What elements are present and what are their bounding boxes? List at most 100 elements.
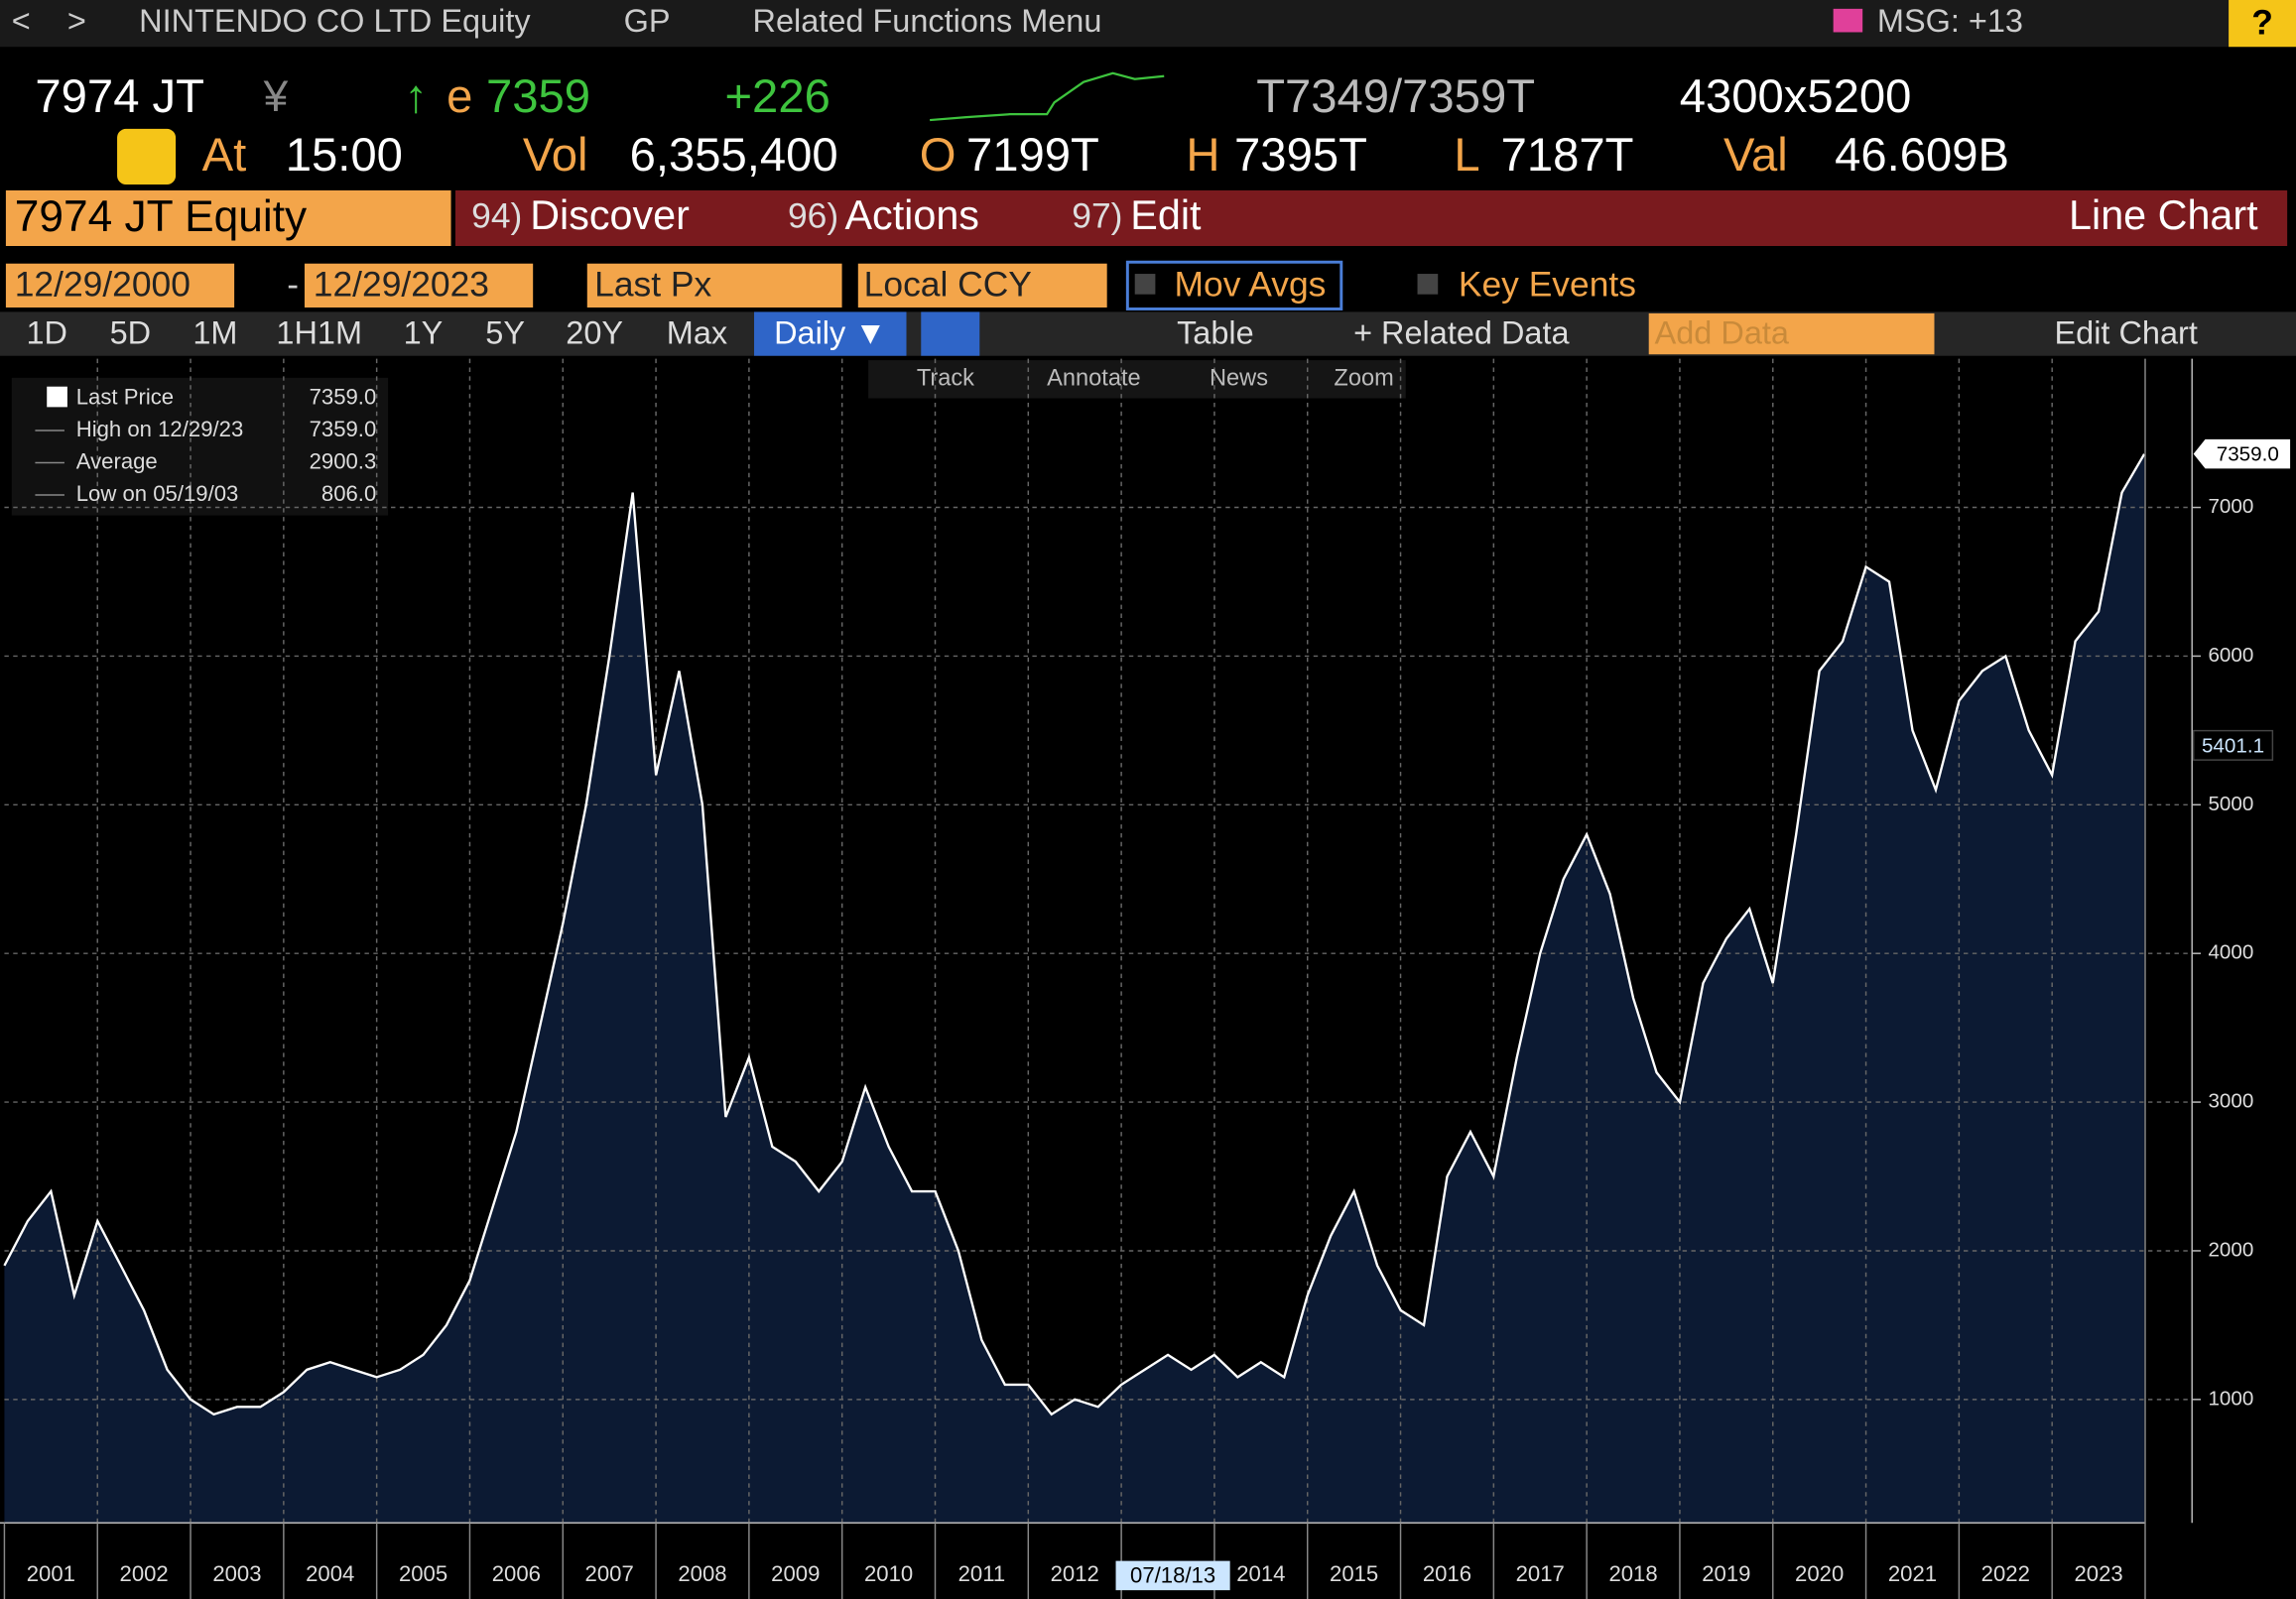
x-tick-label: 2022: [1981, 1561, 2030, 1586]
related-data[interactable]: + Related Data: [1353, 315, 1570, 351]
legend-stat-label: High on 12/29/23: [76, 417, 244, 441]
x-tick-label: 2011: [958, 1561, 1006, 1586]
edit-number: 97): [1072, 195, 1122, 235]
source-menu[interactable]: GP: [624, 3, 671, 39]
period-button[interactable]: Max: [667, 315, 727, 351]
x-tick-label: 2023: [2074, 1561, 2122, 1586]
mov-avgs: Mov Avgs: [1175, 265, 1327, 305]
y-tick-label: 4000: [2208, 941, 2253, 964]
frequency-button[interactable]: [754, 311, 907, 356]
end-date: 12/29/2023: [314, 265, 489, 305]
x-tick-label: 2015: [1330, 1561, 1378, 1586]
chart-tool[interactable]: News: [1210, 366, 1268, 392]
line-style-button[interactable]: [921, 311, 980, 356]
x-tick-label: 2016: [1423, 1561, 1471, 1586]
msg-icon: [1833, 8, 1863, 33]
y-tick-label: 7000: [2208, 495, 2253, 518]
help-box[interactable]: [2229, 0, 2296, 48]
chart-tools: [868, 360, 1406, 399]
bid-ask: T7349/7359T: [1256, 70, 1535, 123]
legend-stat-value: 2900.3: [310, 448, 377, 473]
plot: [3, 358, 2193, 1524]
period-button[interactable]: 5D: [110, 315, 152, 351]
traded-value: 46.609B: [1835, 129, 2009, 182]
period-button[interactable]: 1Y: [404, 315, 444, 351]
table-button[interactable]: Table: [1177, 315, 1254, 351]
start-date-box[interactable]: [5, 263, 235, 308]
currency-select: Local CCY: [864, 265, 1032, 305]
related-menu[interactable]: Related Functions Menu: [753, 3, 1102, 39]
security-input: 7974 JT Equity: [15, 192, 308, 241]
x-tick-label: 2018: [1608, 1561, 1657, 1586]
edit-menu[interactable]: Edit: [1130, 192, 1202, 238]
y-tick-label: 2000: [2208, 1238, 2253, 1261]
last-price-label: 7359.0: [2217, 443, 2279, 466]
back-arrow[interactable]: <: [12, 3, 31, 39]
last-price: 7359: [486, 70, 590, 123]
currency: ¥: [263, 72, 289, 121]
top-bar: [0, 0, 2296, 48]
x-tick-label: 2001: [27, 1561, 75, 1586]
volume-label: Vol: [523, 129, 588, 182]
chart-tool[interactable]: Zoom: [1334, 366, 1393, 392]
x-tick-label: 2019: [1702, 1561, 1750, 1586]
add-data: Add Data: [1655, 315, 1790, 351]
sparkline: [930, 71, 1165, 122]
mov-avgs-box[interactable]: [1125, 260, 1343, 310]
crosshair-date: 07/18/13: [1130, 1563, 1215, 1588]
discover-menu[interactable]: Discover: [530, 192, 690, 238]
start-date: 12/29/2000: [15, 265, 191, 305]
last-price-tag: [2193, 438, 2291, 469]
help: ?: [2251, 2, 2273, 42]
x-tick-label: 2005: [399, 1561, 447, 1586]
legend-label: Last Price: [76, 384, 174, 409]
x-tick-label: 2007: [585, 1561, 634, 1586]
chart-tool[interactable]: Track: [917, 366, 974, 392]
low-label: L: [1454, 129, 1479, 182]
security-menu[interactable]: NINTENDO CO LTD Equity: [139, 3, 531, 39]
field-box[interactable]: [586, 263, 842, 308]
checkbox[interactable]: [1134, 274, 1156, 295]
frequency[interactable]: Daily ▼: [774, 315, 886, 351]
edit-chart[interactable]: Edit Chart: [2054, 315, 2197, 351]
x-tick-label: 2009: [771, 1561, 820, 1586]
x-tick-label: 2012: [1051, 1561, 1099, 1586]
legend-stat-value: 806.0: [321, 481, 376, 506]
legend-swatch: [47, 386, 67, 408]
time-label: At: [202, 129, 247, 182]
currency-box[interactable]: [857, 263, 1107, 308]
checkbox[interactable]: [1417, 274, 1439, 295]
date-dash: -: [287, 265, 299, 305]
time: 15:00: [286, 129, 403, 182]
y-tick-label: 5000: [2208, 793, 2253, 815]
x-tick-label: 2021: [1888, 1561, 1937, 1586]
speed-icon: [117, 128, 177, 184]
x-tick-label: 2006: [492, 1561, 541, 1586]
legend-value: 7359.0: [310, 384, 377, 409]
y-tick-label: 6000: [2208, 644, 2253, 667]
period-button[interactable]: 1D: [26, 315, 67, 351]
ticker: 7974 JT: [35, 70, 204, 123]
forward-arrow[interactable]: >: [67, 3, 86, 39]
actions-menu[interactable]: Actions: [845, 192, 979, 238]
low: 7187T: [1501, 129, 1634, 182]
y-tick-label: 1000: [2208, 1387, 2253, 1410]
x-tick-label: 2017: [1516, 1561, 1565, 1586]
field: Last Px: [594, 265, 711, 305]
add-data-box[interactable]: [1648, 312, 1935, 355]
period-button[interactable]: 20Y: [566, 315, 623, 351]
x-tick-label: 2020: [1795, 1561, 1844, 1586]
period-button[interactable]: 1M: [192, 315, 237, 351]
end-date-box[interactable]: [304, 263, 534, 308]
legend-stat-value: 7359.0: [310, 417, 377, 441]
chart-tool[interactable]: Annotate: [1047, 366, 1141, 392]
high-label: H: [1186, 129, 1219, 182]
price-line: [3, 453, 2146, 1416]
period-button[interactable]: 5Y: [485, 315, 525, 351]
security-box[interactable]: [5, 189, 451, 246]
price-area: [4, 453, 2145, 1524]
high: 7395T: [1234, 129, 1367, 182]
period-button[interactable]: 1H1M: [276, 315, 362, 351]
